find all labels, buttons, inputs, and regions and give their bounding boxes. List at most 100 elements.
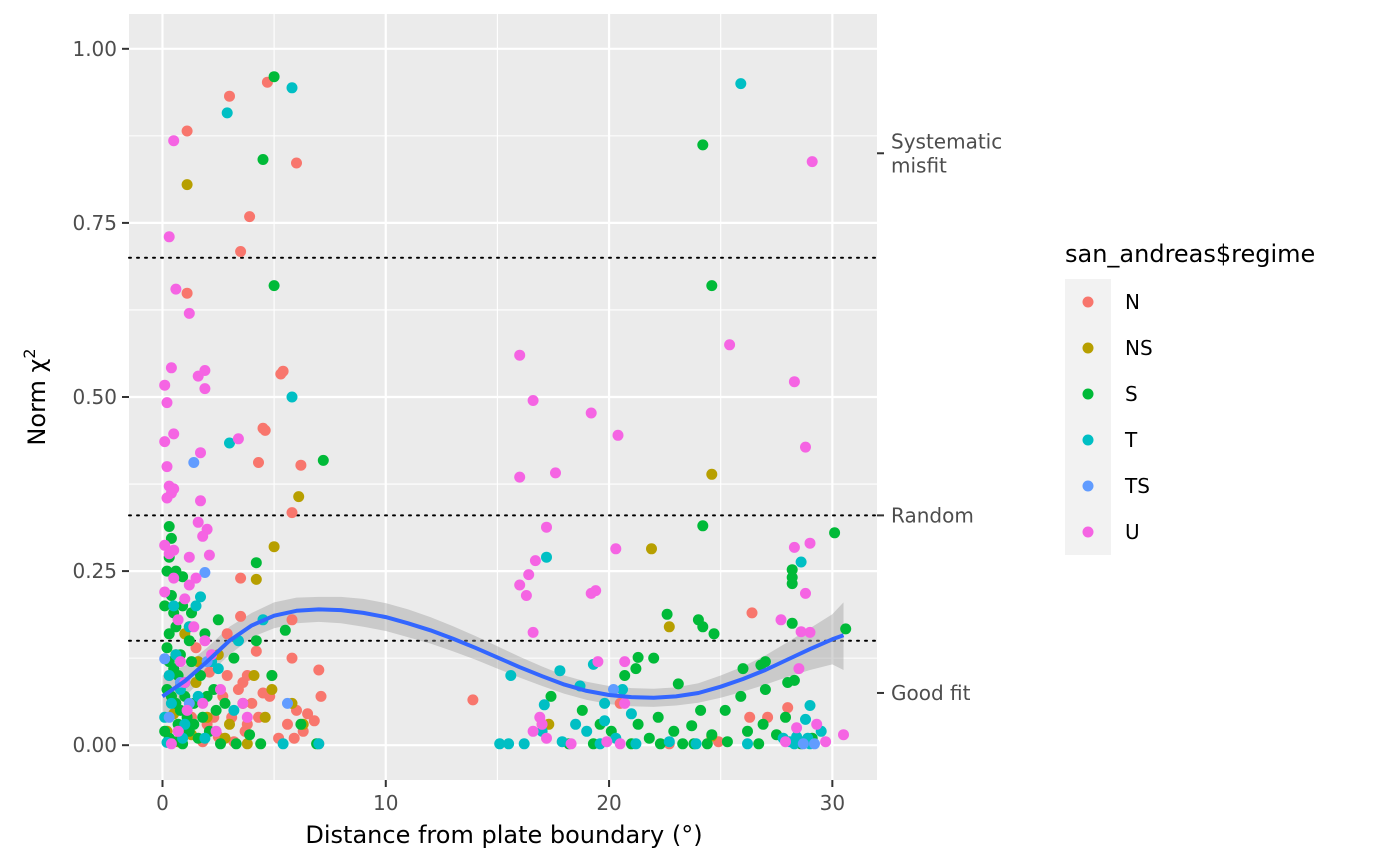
point-u bbox=[174, 656, 186, 668]
point-s bbox=[279, 624, 291, 636]
point-s bbox=[183, 635, 195, 647]
point-n bbox=[235, 246, 247, 257]
point-u bbox=[592, 656, 604, 668]
y-axis-title: Norm χ2 bbox=[20, 348, 51, 445]
point-u bbox=[179, 593, 191, 605]
point-u bbox=[172, 614, 184, 626]
point-s bbox=[268, 280, 280, 292]
point-u bbox=[529, 555, 541, 567]
point-u bbox=[514, 471, 526, 483]
point-s bbox=[619, 670, 631, 681]
legend-key-ts bbox=[1082, 480, 1094, 492]
point-u bbox=[199, 365, 211, 376]
point-ts bbox=[163, 711, 175, 723]
point-u bbox=[159, 436, 171, 448]
point-s bbox=[250, 557, 262, 569]
point-ts bbox=[809, 738, 820, 750]
point-s bbox=[230, 738, 242, 750]
point-n bbox=[467, 694, 479, 706]
point-s bbox=[195, 670, 206, 681]
point-u bbox=[159, 379, 171, 391]
point-s bbox=[215, 738, 226, 750]
point-n bbox=[313, 664, 325, 676]
x-tick-label: 0 bbox=[156, 791, 169, 815]
point-n bbox=[291, 157, 302, 169]
point-u bbox=[585, 587, 597, 599]
point-s bbox=[643, 732, 655, 744]
point-s bbox=[268, 71, 280, 83]
point-u bbox=[800, 587, 811, 599]
confidence-band bbox=[162, 596, 844, 718]
point-n bbox=[232, 684, 244, 695]
point-t bbox=[221, 107, 233, 119]
point-n bbox=[782, 702, 794, 714]
point-s bbox=[737, 663, 749, 675]
point-ns bbox=[706, 468, 718, 480]
point-s bbox=[219, 697, 231, 709]
point-s bbox=[719, 704, 731, 716]
point-s bbox=[701, 738, 713, 750]
legend-title: san_andreas$regime bbox=[1065, 240, 1315, 268]
point-t bbox=[190, 600, 202, 612]
point-u bbox=[241, 711, 253, 723]
point-s bbox=[632, 651, 644, 663]
point-n bbox=[224, 90, 235, 102]
scatter-points bbox=[159, 71, 852, 750]
secondary-tick-label: Systematic bbox=[891, 129, 1002, 153]
point-u bbox=[612, 429, 624, 441]
point-ts bbox=[199, 567, 211, 578]
point-t bbox=[224, 437, 235, 449]
point-t bbox=[690, 738, 702, 750]
point-s bbox=[708, 628, 720, 640]
point-u bbox=[183, 579, 195, 591]
point-n bbox=[221, 670, 233, 681]
point-s bbox=[759, 656, 771, 668]
point-s bbox=[654, 738, 666, 750]
point-u bbox=[161, 397, 173, 409]
point-t bbox=[541, 551, 552, 563]
point-s bbox=[295, 718, 307, 730]
point-n bbox=[235, 610, 247, 622]
legend-label-ts: TS bbox=[1124, 474, 1150, 498]
legend-key-ns bbox=[1082, 342, 1094, 354]
point-s bbox=[630, 663, 642, 675]
point-s bbox=[161, 565, 173, 577]
secondary-tick-label: Random bbox=[891, 503, 974, 527]
point-t bbox=[599, 697, 611, 709]
y-tick-label: 0.25 bbox=[72, 559, 117, 583]
point-u bbox=[159, 539, 171, 551]
point-n bbox=[302, 708, 314, 720]
point-t bbox=[228, 704, 240, 716]
x-tick-label: 30 bbox=[820, 791, 845, 815]
point-u bbox=[788, 541, 800, 553]
point-t bbox=[212, 663, 224, 675]
point-u bbox=[565, 738, 577, 750]
point-n bbox=[275, 368, 287, 380]
point-u bbox=[161, 461, 173, 473]
point-t bbox=[163, 670, 175, 681]
point-s bbox=[759, 684, 771, 695]
point-n bbox=[181, 287, 193, 299]
point-u bbox=[793, 663, 805, 675]
point-t bbox=[286, 82, 298, 94]
y-tick-label: 0.75 bbox=[72, 211, 117, 235]
point-n bbox=[286, 614, 298, 626]
point-t bbox=[804, 700, 816, 711]
point-u bbox=[527, 725, 539, 737]
point-s bbox=[786, 617, 798, 629]
point-n bbox=[282, 718, 293, 730]
point-u bbox=[514, 579, 526, 591]
point-u bbox=[541, 521, 552, 533]
point-t bbox=[617, 684, 628, 695]
point-u bbox=[163, 548, 175, 560]
point-u bbox=[163, 231, 175, 243]
point-s bbox=[163, 628, 175, 640]
y-axis-title-base: Norm χ bbox=[23, 358, 51, 445]
point-ns bbox=[266, 684, 278, 695]
point-ts bbox=[159, 653, 171, 665]
point-s bbox=[165, 532, 177, 544]
y-tick-label: 0.00 bbox=[72, 733, 117, 757]
point-u bbox=[165, 362, 177, 374]
